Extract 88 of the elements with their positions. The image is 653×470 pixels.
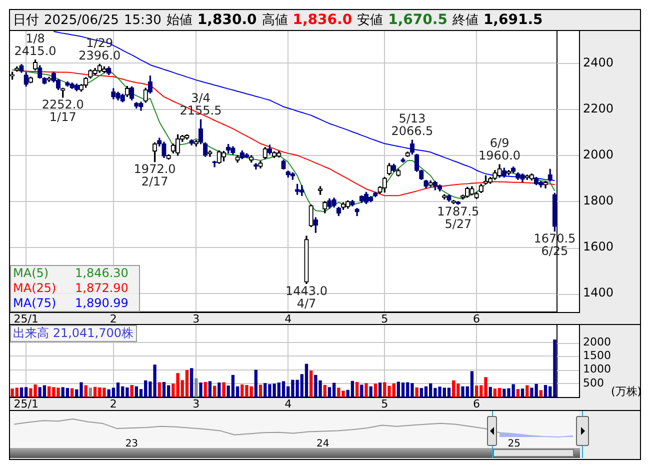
y-tick-label: 1500 (583, 349, 611, 362)
bar (218, 382, 221, 397)
bar (204, 382, 207, 397)
y-tick-label: 2000 (583, 336, 611, 349)
x-tick-label: 25/1 (14, 397, 38, 410)
bar (199, 382, 202, 397)
bar (474, 386, 478, 397)
bar (304, 364, 308, 397)
annotation: 2252.0 1/17 (42, 97, 84, 124)
x-tick-label: 24 (316, 438, 330, 450)
bar (498, 388, 502, 397)
x-tick-label: 6 (473, 312, 480, 326)
bar (231, 374, 235, 397)
bar (20, 387, 24, 397)
bar (369, 386, 372, 397)
chart-title: 出来高 21,041,700株 (10, 325, 137, 342)
x-tick-label: 5 (381, 312, 388, 326)
bar (360, 384, 364, 397)
y-tick-label: 1000 (583, 362, 611, 376)
bar (93, 386, 97, 397)
bar (355, 382, 359, 397)
x-tick-label: 3 (192, 397, 200, 410)
annotation: 1972.0 2/17 (134, 162, 176, 188)
chart-title: 日付 2025/06/25 15:30 始値 1,830.0 高値 1,836.0 安値 1,670.5 終値 1,691.5 (13, 12, 543, 28)
text: MA(5) 1,846.30 (13, 266, 128, 280)
bar (544, 384, 548, 397)
x-tick-label: 5 (381, 397, 388, 410)
y-tick-label: 1600 (583, 240, 614, 254)
bar (194, 378, 198, 397)
x-tick-label: 23 (125, 438, 138, 450)
bar (222, 382, 226, 397)
bar (190, 368, 194, 397)
text: MA(25) 1,872.90 (13, 281, 128, 295)
bar (158, 382, 161, 397)
y-tick-label: 2200 (583, 101, 614, 116)
x-tick-label: 25/1 (14, 312, 38, 326)
bar (310, 370, 313, 397)
bar (162, 382, 166, 397)
x-tick-label: 2 (110, 397, 117, 410)
bar (332, 382, 336, 397)
bar (66, 388, 70, 397)
bar (378, 382, 382, 397)
annotation: 1443.0 4/7 (285, 284, 328, 310)
bar (116, 382, 120, 397)
bar (328, 387, 332, 397)
bar (84, 385, 88, 397)
bar (88, 388, 92, 397)
y-tick-label: 1800 (583, 194, 614, 208)
bar (488, 386, 492, 397)
bar (42, 385, 46, 397)
bar (415, 387, 418, 397)
bar (374, 384, 378, 397)
bar (539, 390, 542, 397)
x-tick-label: 6 (473, 397, 480, 410)
bar (185, 370, 189, 397)
y-tick-label: 1400 (583, 286, 614, 300)
bar (130, 384, 134, 397)
bar (47, 386, 51, 397)
annotation: 1787.5 5/27 (437, 204, 480, 231)
annotation: 1/8 2415.0 (14, 31, 56, 58)
x-tick-label: 4 (284, 312, 292, 326)
annotation: 5/13 2066.5 (391, 112, 434, 138)
bar (350, 380, 354, 397)
bar (258, 384, 262, 397)
bar (516, 389, 520, 397)
bar (526, 385, 529, 397)
y-tick-label: 2400 (583, 55, 614, 70)
bar (70, 388, 74, 397)
bar (520, 388, 524, 397)
bar (282, 381, 286, 397)
annotation: 6/9 1960.0 (478, 136, 521, 163)
y-tick-label: 500 (583, 376, 604, 390)
bar (323, 384, 326, 397)
bar (212, 386, 216, 397)
bar (254, 370, 258, 397)
bar (447, 388, 451, 397)
y-tick-label: 2000 (583, 148, 614, 162)
x-tick-label: 2 (110, 312, 117, 326)
bar (493, 388, 497, 397)
bar (424, 386, 428, 397)
x-tick-label: 3 (192, 312, 200, 326)
bar (364, 383, 368, 397)
bar (401, 382, 405, 397)
bar (470, 371, 474, 397)
text: MA(75) 1,890.99 (13, 296, 128, 310)
x-tick-label: 25 (508, 438, 521, 450)
x-tick-label: 4 (284, 397, 292, 410)
bar (208, 381, 212, 397)
